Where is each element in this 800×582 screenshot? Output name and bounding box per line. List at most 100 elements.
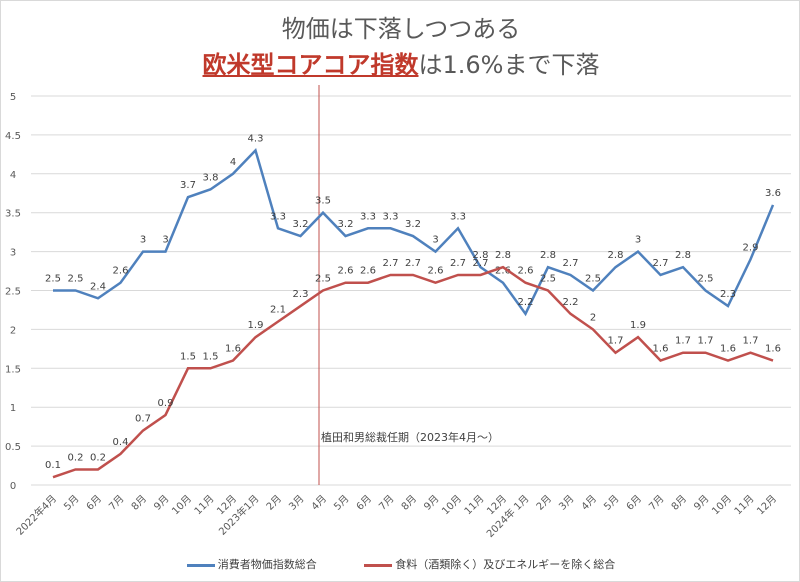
x-tick-label: 7月: [107, 493, 127, 513]
data-label: 1.7: [743, 336, 759, 347]
data-label: 1.7: [608, 336, 624, 347]
data-label: 1.9: [630, 320, 646, 331]
y-tick-label: 0: [10, 481, 16, 492]
y-tick-label: 3.5: [5, 209, 21, 220]
data-label: 2.6: [338, 266, 354, 277]
data-label: 0.4: [113, 437, 129, 448]
data-label: 2.3: [293, 289, 309, 300]
data-label: 2.5: [540, 274, 556, 285]
y-tick-label: 3: [10, 248, 16, 259]
data-label: 0.2: [90, 452, 106, 463]
data-label: 3.2: [293, 219, 309, 230]
chart-title: 物価は下落しつつある: [281, 15, 521, 43]
data-label: 2.4: [90, 281, 106, 292]
x-tick-label: 5月: [62, 493, 82, 513]
data-label: 2.6: [113, 266, 129, 277]
data-label: 1.7: [675, 336, 691, 347]
data-label: 2.9: [743, 242, 759, 253]
x-tick-label: 3月: [287, 493, 307, 513]
data-label: 2.8: [540, 250, 556, 261]
x-tick-label: 2月: [264, 493, 284, 513]
series-line: [53, 148, 775, 317]
data-label: 3.3: [270, 211, 286, 222]
data-label: 2.5: [315, 274, 331, 285]
data-label: 3: [140, 235, 146, 246]
data-label: 3.2: [405, 219, 421, 230]
x-tick-label: 7月: [377, 493, 397, 513]
x-tick-label: 11月: [732, 493, 757, 518]
data-label: 2.6: [428, 266, 444, 277]
legend-swatch: [186, 563, 215, 567]
data-label: 2.7: [405, 258, 421, 269]
y-tick-label: 4: [10, 170, 16, 181]
data-label: 4.3: [248, 133, 264, 144]
legend-swatch: [364, 563, 393, 567]
annotation-label: 植田和男総裁任期（2023年4月～）: [321, 430, 499, 444]
data-label: 2.8: [675, 250, 691, 261]
data-label: 2.6: [495, 266, 511, 277]
series-line: [52, 265, 774, 479]
data-label: 3.7: [180, 180, 196, 191]
x-tick-label: 11月: [462, 493, 487, 518]
x-tick-label: 2月: [534, 493, 554, 513]
x-tick-label: 9月: [692, 493, 712, 513]
data-label: 2: [590, 312, 596, 323]
data-label: 3: [162, 235, 168, 246]
data-label: 3: [635, 235, 641, 246]
data-label: 0.1: [45, 460, 61, 471]
x-tick-label: 4月: [579, 493, 599, 513]
y-tick-label: 2.5: [5, 287, 21, 298]
data-label: 1.6: [720, 344, 736, 355]
data-label: 2.7: [653, 258, 669, 269]
x-tick-label: 3月: [557, 493, 577, 513]
data-label: 1.6: [225, 344, 241, 355]
y-tick-label: 1.5: [5, 364, 21, 375]
data-label: 3.2: [338, 219, 354, 230]
data-label: 2.6: [518, 266, 534, 277]
data-label: 4: [230, 157, 236, 168]
x-tick-label: 8月: [129, 493, 149, 513]
data-label: 2.2: [563, 297, 579, 308]
x-tick-label: 8月: [399, 493, 419, 513]
x-tick-label: 12月: [755, 493, 780, 518]
x-tick-label: 11月: [192, 493, 217, 518]
subtitle-highlight: 欧米型コアコア指数: [202, 51, 419, 79]
x-tick-label: 6月: [624, 493, 644, 513]
data-label: 2.1: [270, 305, 286, 316]
data-label: 2.5: [45, 274, 61, 285]
legend-label: 食料（酒類除く）及びエネルギーを除く総合: [395, 558, 616, 571]
data-label: 2.8: [473, 250, 489, 261]
data-label: 1.6: [765, 344, 781, 355]
y-tick-label: 2: [10, 325, 16, 336]
data-label: 1.5: [203, 351, 219, 362]
x-tick-label: 10月: [710, 493, 735, 518]
data-label: 2.7: [383, 258, 399, 269]
x-tick-label: 5月: [602, 493, 622, 513]
data-label: 2.7: [450, 258, 466, 269]
x-tick-label: 9月: [422, 493, 442, 513]
data-label: 2.6: [360, 266, 376, 277]
data-label: 1.5: [180, 351, 196, 362]
data-label: 2.2: [518, 297, 534, 308]
data-label: 3.6: [765, 188, 781, 199]
y-tick-label: 1: [10, 403, 16, 414]
data-label: 2.3: [720, 289, 736, 300]
x-tick-label: 6月: [84, 493, 104, 513]
legend-item-core: 食料（酒類除く）及びエネルギーを除く総合: [364, 556, 615, 572]
data-label: 3: [432, 235, 438, 246]
y-tick-label: 4.5: [5, 131, 21, 142]
data-label: 0.9: [158, 398, 174, 409]
chart-subtitle: 欧米型コアコア指数は1.6%まで下落: [1, 45, 799, 80]
legend-label: 消費者物価指数総合: [217, 558, 317, 571]
data-label: 2.5: [68, 274, 84, 285]
data-label: 2.5: [585, 274, 601, 285]
x-tick-label: 10月: [170, 493, 195, 518]
data-label: 1.6: [653, 344, 669, 355]
x-tick-label: 4月: [309, 493, 329, 513]
data-label: 2.8: [495, 250, 511, 261]
legend: 消費者物価指数総合 食料（酒類除く）及びエネルギーを除く総合: [1, 556, 799, 572]
data-label: 1.7: [698, 336, 714, 347]
data-label: 1.9: [248, 320, 264, 331]
